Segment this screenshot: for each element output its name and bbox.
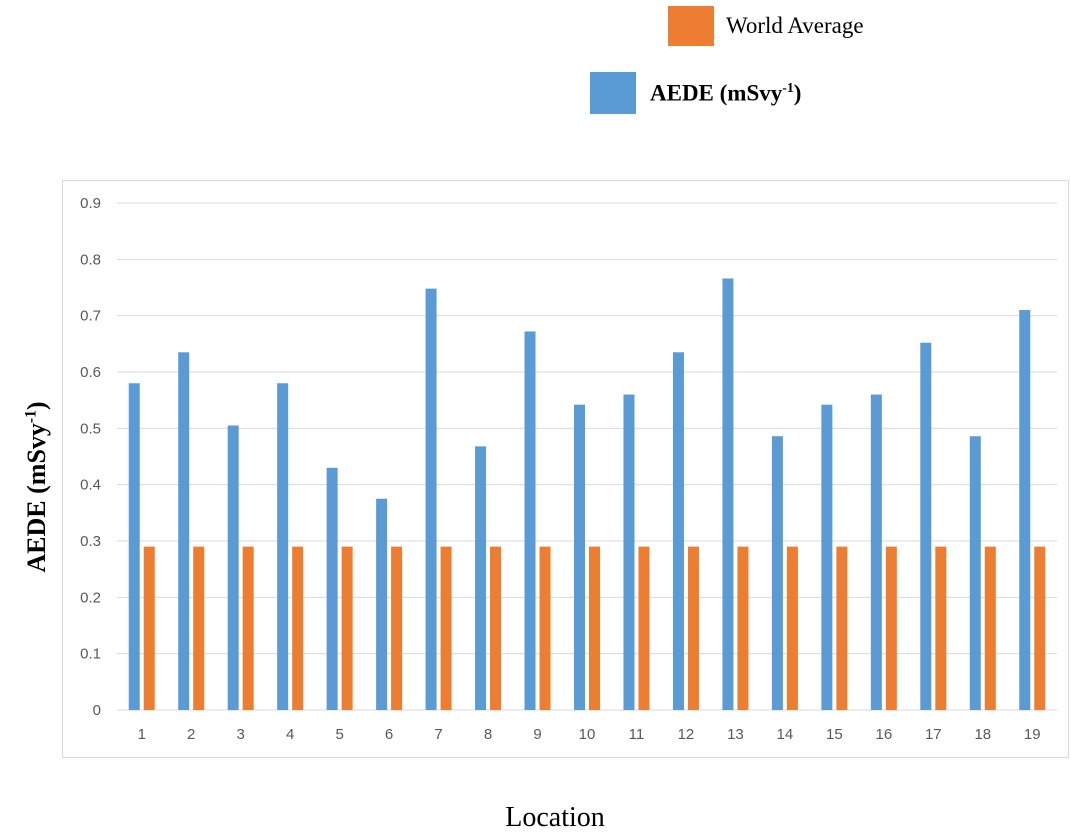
- bar-aede: [227, 425, 239, 710]
- bar-world-average: [341, 546, 353, 710]
- bar-aede: [969, 436, 981, 710]
- bar-world-average: [786, 546, 798, 710]
- legend-swatch-world-average: [668, 6, 714, 46]
- bar-world-average: [687, 546, 699, 710]
- bar-world-average: [589, 546, 600, 710]
- bar-aede: [821, 404, 833, 710]
- bar-aede: [376, 498, 388, 710]
- x-tick-label: 12: [678, 726, 695, 743]
- x-tick-label: 16: [875, 726, 892, 743]
- bar-aede: [326, 467, 338, 710]
- bar-aede: [870, 394, 882, 710]
- bar-aede: [1019, 310, 1031, 710]
- x-axis-label: Location: [505, 802, 605, 833]
- bar-world-average: [539, 546, 551, 710]
- x-tick-label: 6: [385, 726, 393, 743]
- chart-plot-frame: [62, 180, 1069, 758]
- legend-label-aede: AEDE (mSvy-1): [650, 79, 802, 106]
- bar-world-average: [440, 546, 452, 710]
- y-tick-label: 0.4: [80, 477, 101, 494]
- bar-aede: [178, 352, 190, 710]
- bar-aede: [623, 394, 635, 710]
- x-tick-label: 9: [533, 726, 541, 743]
- bar-world-average: [143, 546, 155, 710]
- y-tick-label: 0.8: [80, 251, 101, 268]
- bar-aede: [425, 288, 437, 710]
- y-tick-label: 0.9: [80, 195, 101, 212]
- y-tick-label: 0: [93, 702, 101, 719]
- x-tick-label: 18: [974, 726, 991, 743]
- bar-world-average: [984, 546, 996, 710]
- y-tick-label: 0.6: [80, 364, 101, 381]
- x-tick-label: 17: [925, 726, 942, 743]
- x-tick-label: 14: [777, 726, 794, 743]
- x-tick-label: 13: [727, 726, 744, 743]
- legend-swatch-aede: [590, 72, 636, 114]
- y-tick-label: 0.2: [80, 589, 101, 606]
- x-tick-label: 2: [187, 726, 195, 743]
- x-tick-label: 4: [286, 726, 294, 743]
- bar-aede: [920, 342, 932, 710]
- bar-world-average: [193, 546, 205, 710]
- y-axis-ticks: 0 0.1 0.2 0.3 0.4 0.5 0.6 0.7 0.8 0.9: [80, 195, 101, 719]
- y-tick-label: 0.7: [80, 308, 101, 325]
- bar-world-average: [292, 546, 304, 710]
- bars: [128, 278, 1046, 710]
- x-tick-label: 5: [335, 726, 343, 743]
- x-tick-label: 10: [579, 726, 596, 743]
- x-axis-ticks: 1 2 3 4 5 6 7 8 9 10 11 12 13 14 15 16 17 18 19: [138, 726, 1041, 743]
- gridlines: [117, 202, 1057, 711]
- y-tick-label: 0.3: [80, 533, 101, 550]
- bar-world-average: [242, 546, 254, 710]
- y-axis-label: AEDE (mSvy-1): [22, 401, 51, 573]
- bar-world-average: [885, 546, 897, 710]
- bar-world-average: [391, 546, 403, 710]
- legend-item-world-average: World Average: [668, 6, 864, 46]
- bar-aede: [672, 352, 684, 710]
- x-tick-label: 3: [237, 726, 245, 743]
- x-tick-label: 1: [138, 726, 146, 743]
- y-tick-label: 0.1: [80, 646, 101, 663]
- bar-world-average: [935, 546, 947, 710]
- bar-world-average: [490, 546, 502, 710]
- bar-aede: [771, 436, 783, 710]
- x-tick-label: 19: [1024, 726, 1041, 743]
- x-tick-label: 11: [629, 726, 645, 743]
- bar-world-average: [638, 546, 650, 710]
- x-tick-label: 8: [484, 726, 492, 743]
- bar-world-average: [1034, 546, 1046, 710]
- bar-aede: [722, 278, 734, 710]
- bar-aede: [128, 383, 140, 710]
- legend-label-world-average: World Average: [726, 13, 864, 38]
- bar-world-average: [737, 546, 749, 710]
- x-tick-label: 15: [826, 726, 843, 743]
- bar-world-average: [836, 546, 848, 710]
- bar-aede: [524, 331, 536, 710]
- bar-aede: [574, 404, 585, 710]
- legend-item-aede: AEDE (mSvy-1): [590, 72, 801, 114]
- bar-aede: [475, 446, 487, 710]
- y-tick-label: 0.5: [80, 420, 101, 437]
- x-tick-label: 7: [434, 726, 442, 743]
- bar-aede: [277, 383, 289, 710]
